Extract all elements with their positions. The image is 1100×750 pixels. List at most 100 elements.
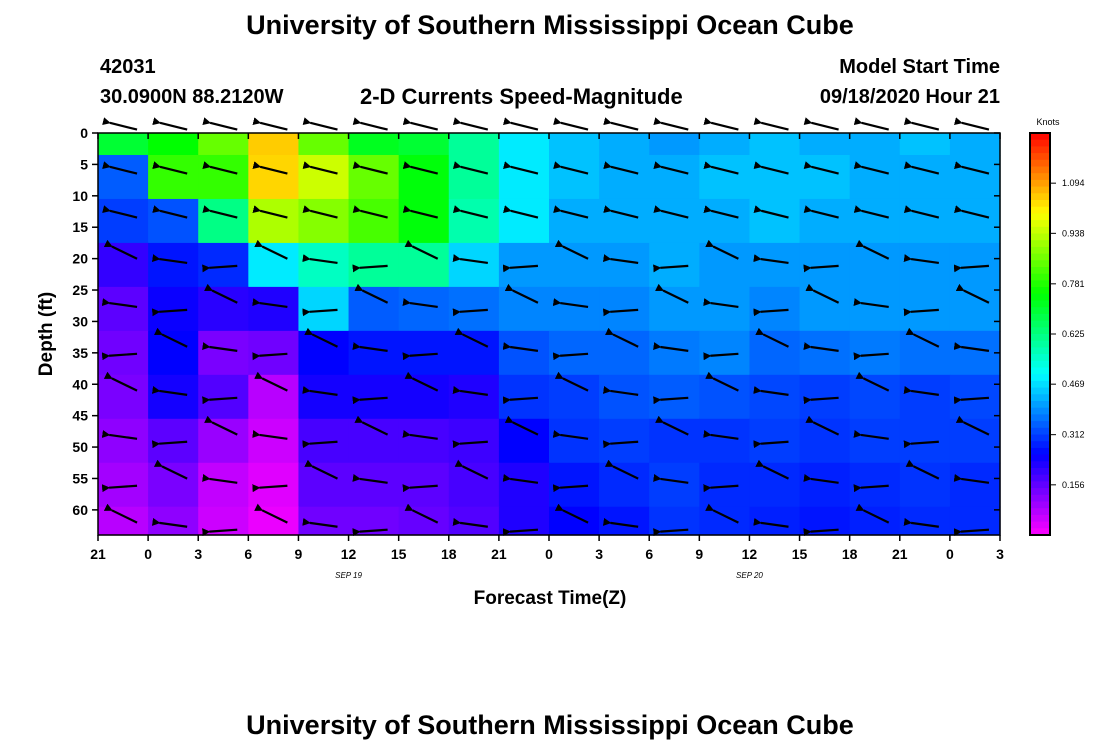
- current-vector: [753, 440, 789, 449]
- heatmap-cell: [98, 418, 149, 464]
- heatmap-cell: [649, 198, 700, 244]
- heatmap-cell: [248, 242, 300, 288]
- date-label: SEP 20: [736, 571, 763, 580]
- current-vector: [151, 308, 188, 317]
- current-vector: [202, 205, 238, 219]
- current-vector: [452, 517, 488, 528]
- x-tick-label: 3: [996, 546, 1004, 562]
- y-tick-label: 5: [80, 156, 88, 172]
- colorbar-tick-label: 0.781: [1062, 279, 1085, 289]
- current-vector: [352, 342, 388, 352]
- colorbar-cell: [1030, 447, 1050, 456]
- heatmap-cell: [398, 242, 450, 288]
- heatmap-cell: [699, 506, 751, 536]
- current-vector: [955, 415, 990, 436]
- colorbar-label: Knots: [1036, 117, 1060, 127]
- heatmap-cell: [448, 242, 500, 288]
- colorbar-tick-label: 0.938: [1062, 228, 1085, 238]
- colorbar-cell: [1030, 240, 1050, 248]
- heatmap-cell: [699, 330, 751, 376]
- current-vector: [202, 396, 238, 405]
- current-vector: [151, 440, 188, 449]
- heatmap-cell: [148, 330, 199, 376]
- current-vector: [703, 352, 739, 361]
- heatmap-cell: [348, 133, 400, 156]
- x-tick-label: 12: [742, 546, 758, 562]
- heatmap-cell: [549, 242, 600, 288]
- heatmap-cell: [98, 286, 149, 332]
- heatmap-cell: [949, 462, 1001, 508]
- heatmap-cell: [398, 330, 450, 376]
- plot-title: 2-D Currents Speed-Magnitude: [360, 84, 683, 109]
- colorbar-cell: [1030, 414, 1050, 422]
- heatmap-cell: [599, 154, 650, 200]
- current-vector: [454, 459, 489, 480]
- x-tick-label: 0: [946, 546, 954, 562]
- current-vector: [402, 484, 438, 493]
- current-vector: [653, 161, 689, 175]
- current-vector: [204, 415, 238, 436]
- heatmap-cell: [599, 418, 650, 464]
- current-vector: [805, 283, 840, 304]
- colorbar-cell: [1030, 360, 1050, 369]
- heatmap-cell: [749, 133, 801, 156]
- heatmap-cell: [298, 506, 350, 536]
- current-vector: [554, 239, 589, 260]
- current-vector: [603, 117, 639, 131]
- heatmap-cell: [649, 418, 700, 464]
- colorbar-cell: [1030, 139, 1050, 147]
- current-vector: [352, 205, 388, 219]
- y-tick-label: 35: [72, 345, 88, 361]
- heatmap-cell: [849, 242, 901, 288]
- current-vector: [653, 264, 689, 273]
- current-vector: [853, 161, 889, 175]
- heatmap-cell: [348, 154, 400, 200]
- heatmap-cell: [649, 286, 700, 332]
- y-tick-label: 20: [72, 251, 88, 267]
- y-tick-label: 10: [72, 188, 88, 204]
- heatmap-cell: [398, 418, 450, 464]
- heatmap-cell: [98, 133, 149, 156]
- current-vector: [504, 283, 539, 304]
- current-vector: [602, 386, 639, 396]
- heatmap-cell: [649, 330, 700, 376]
- colorbar: Knots 1.094 0.938 0.781 0.625 0.469 0.312 0.15…: [1029, 117, 1085, 536]
- heatmap-cell: [398, 286, 450, 332]
- current-vector: [304, 459, 338, 480]
- current-vector: [703, 484, 739, 493]
- heatmap-cell: [949, 198, 1001, 244]
- colorbar-cell: [1030, 394, 1050, 402]
- heatmap-cell: [899, 374, 951, 420]
- current-vector: [452, 161, 489, 175]
- colorbar-cell: [1030, 508, 1050, 516]
- current-vector: [655, 415, 689, 436]
- current-vector: [302, 517, 338, 528]
- current-vector: [954, 161, 990, 175]
- heatmap-cell: [649, 462, 700, 508]
- current-vector: [153, 459, 188, 480]
- current-vector: [352, 117, 388, 131]
- colorbar-cell: [1030, 468, 1050, 476]
- heatmap-cell: [298, 154, 350, 200]
- current-vector: [953, 396, 990, 405]
- current-vector: [402, 430, 438, 440]
- current-vector: [151, 254, 188, 265]
- colorbar-cell: [1030, 454, 1050, 462]
- colorbar-cell: [1030, 421, 1050, 429]
- heatmap-cell: [348, 286, 400, 332]
- current-vector: [653, 205, 689, 219]
- heatmap-cell: [298, 133, 350, 156]
- heatmap-cell: [348, 462, 400, 508]
- heatmap-cell: [198, 133, 249, 156]
- current-vector: [755, 327, 789, 348]
- heatmap-cell: [498, 462, 550, 508]
- colorbar-cell: [1030, 374, 1050, 382]
- current-vector: [402, 352, 438, 361]
- current-vector: [352, 528, 388, 537]
- current-vectors: [101, 117, 990, 537]
- current-vector: [853, 117, 889, 131]
- heatmap-cell: [298, 330, 350, 376]
- current-vector: [404, 239, 439, 260]
- colorbar-tick-label: 0.156: [1062, 480, 1085, 490]
